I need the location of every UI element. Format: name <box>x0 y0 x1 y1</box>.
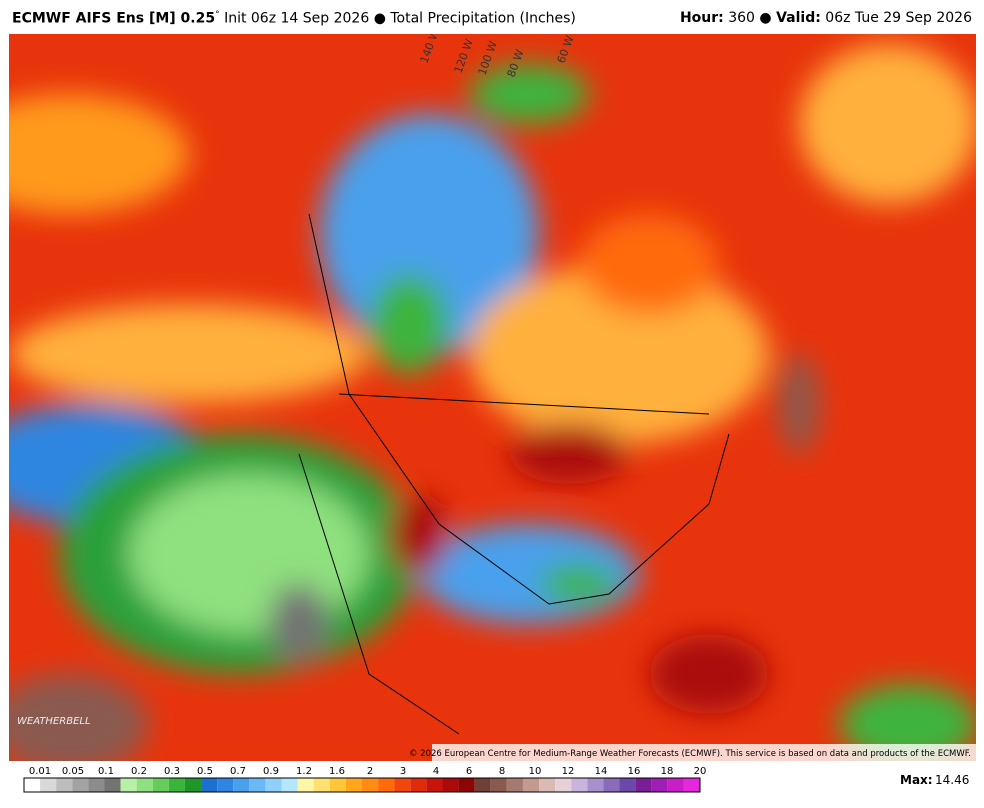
colorbar-label: 6 <box>466 766 472 777</box>
color-swatch <box>249 778 266 792</box>
color-swatch <box>378 778 395 792</box>
color-swatch <box>329 778 346 792</box>
max-label: Max: <box>900 773 933 787</box>
color-swatch <box>539 778 556 792</box>
color-swatch <box>72 778 89 792</box>
color-swatch <box>571 778 588 792</box>
colorbar-label: 0.01 <box>29 766 51 777</box>
color-swatch <box>313 778 330 792</box>
color-swatch <box>410 778 427 792</box>
credit-box <box>432 744 976 761</box>
color-swatch <box>56 778 73 792</box>
init: Init 06z 14 Sep 2026 <box>224 10 370 27</box>
colorbar-label: 0.5 <box>197 766 213 777</box>
valid-info: Hour: 360 ● Valid: 06z Tue 29 Sep 2026 <box>679 10 972 26</box>
color-swatch <box>474 778 491 792</box>
color-swatch <box>104 778 121 792</box>
color-swatch <box>120 778 137 792</box>
colorbar-frame <box>23 777 701 793</box>
color-swatch <box>651 778 668 792</box>
color-swatch <box>88 778 105 792</box>
color-swatch <box>490 778 507 792</box>
colorbar-label: 0.9 <box>263 766 279 777</box>
color-swatch <box>442 778 459 792</box>
colorbar-label: 2 <box>367 766 373 777</box>
logo: WEATHERBELL <box>17 716 91 727</box>
colorbar-label: 0.1 <box>98 766 114 777</box>
color-swatch <box>40 778 57 792</box>
degree: ° <box>215 10 220 20</box>
color-swatch <box>136 778 153 792</box>
color-swatch <box>297 778 314 792</box>
colorbar-label: 3 <box>400 766 406 777</box>
colorbar-label: 18 <box>661 766 674 777</box>
color-swatch <box>394 778 411 792</box>
color-swatch <box>168 778 185 792</box>
color-swatch <box>24 778 41 792</box>
valid: 06z Tue 29 Sep 2026 <box>825 10 972 26</box>
color-swatch <box>619 778 636 792</box>
colorbar-label: 0.7 <box>230 766 246 777</box>
title: ECMWF AIFS Ens [M] 0.25° Init 06z 14 Sep… <box>12 10 576 27</box>
precip-field <box>9 44 976 761</box>
color-swatch <box>265 778 282 792</box>
color-swatch <box>458 778 475 792</box>
colorbar-label: 16 <box>628 766 641 777</box>
colorbar-label: 0.2 <box>131 766 147 777</box>
color-swatch <box>233 778 250 792</box>
color-swatch <box>217 778 234 792</box>
colorbar-label: 1.6 <box>329 766 345 777</box>
color-swatch <box>555 778 572 792</box>
colorbar-label: 20 <box>694 766 707 777</box>
color-swatch <box>345 778 362 792</box>
color-swatch <box>522 778 540 792</box>
colorbar-label: 4 <box>433 766 439 777</box>
colorbar-label: 1.2 <box>296 766 312 777</box>
color-swatch <box>281 778 298 792</box>
colorbar-label: 10 <box>529 766 542 777</box>
color-swatch <box>426 778 443 792</box>
color-swatch <box>184 778 202 792</box>
hour-label: Hour: <box>679 10 724 26</box>
colorbar-label: 12 <box>562 766 575 777</box>
color-swatch <box>587 778 604 792</box>
colorbar-label: 0.3 <box>164 766 180 777</box>
valid-label: Valid: <box>776 10 821 26</box>
colorbar-label: 8 <box>499 766 505 777</box>
credit: © 2026 European Centre for Medium-Range … <box>409 749 971 759</box>
field: Total Precipitation (Inches) <box>390 10 576 27</box>
map: 140 W 120 W 100 W 80 W 60 W WEATHERBELL © 20… <box>9 34 976 761</box>
color-swatch <box>506 778 523 792</box>
colorbar: 0.01 0.05 0.1 0.2 0.3 0.5 0.7 0.9 1.2 1.6 2 3 4 6 8 10 1… <box>23 766 969 793</box>
colorbar-label: 14 <box>595 766 608 777</box>
colorbar-label: 0.05 <box>62 766 84 777</box>
hour: 360 <box>728 10 755 26</box>
color-swatch <box>152 778 169 792</box>
borders <box>298 213 730 735</box>
model: ECMWF AIFS Ens [M] 0.25 <box>12 10 216 27</box>
max-value: 14.46 <box>935 773 969 787</box>
color-swatch <box>362 778 379 792</box>
color-swatch <box>683 778 700 792</box>
color-swatch <box>635 778 652 792</box>
color-swatch <box>201 778 218 792</box>
color-swatch <box>667 778 684 792</box>
color-swatch <box>603 778 620 792</box>
